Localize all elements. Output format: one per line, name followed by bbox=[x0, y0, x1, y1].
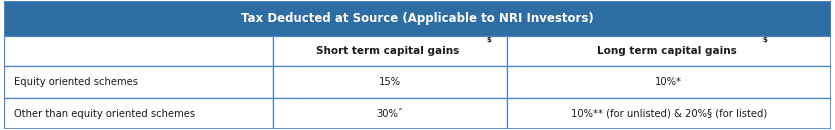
Text: 15%: 15% bbox=[379, 77, 401, 87]
Bar bbox=[4, 1, 831, 36]
Text: Long term capital gains: Long term capital gains bbox=[597, 46, 741, 56]
Text: $: $ bbox=[763, 37, 767, 43]
Text: Other than equity oriented schemes: Other than equity oriented schemes bbox=[14, 109, 195, 119]
Text: Tax Deducted at Source (Applicable to NRI Investors): Tax Deducted at Source (Applicable to NR… bbox=[241, 12, 594, 25]
Text: Short term capital gains: Short term capital gains bbox=[316, 46, 463, 56]
Text: 10%** (for unlisted) & 20%§ (for listed): 10%** (for unlisted) & 20%§ (for listed) bbox=[570, 109, 767, 119]
Text: $: $ bbox=[486, 37, 491, 43]
Bar bbox=[273, 98, 507, 129]
Bar bbox=[4, 36, 273, 66]
Bar bbox=[273, 66, 507, 98]
Bar bbox=[4, 98, 273, 129]
Bar bbox=[507, 98, 831, 129]
Text: 30%ˆ: 30%ˆ bbox=[377, 109, 403, 119]
Bar bbox=[507, 66, 831, 98]
Bar bbox=[507, 36, 831, 66]
Bar bbox=[273, 36, 507, 66]
Bar bbox=[4, 66, 273, 98]
Text: Equity oriented schemes: Equity oriented schemes bbox=[14, 77, 138, 87]
Text: 10%*: 10%* bbox=[655, 77, 682, 87]
